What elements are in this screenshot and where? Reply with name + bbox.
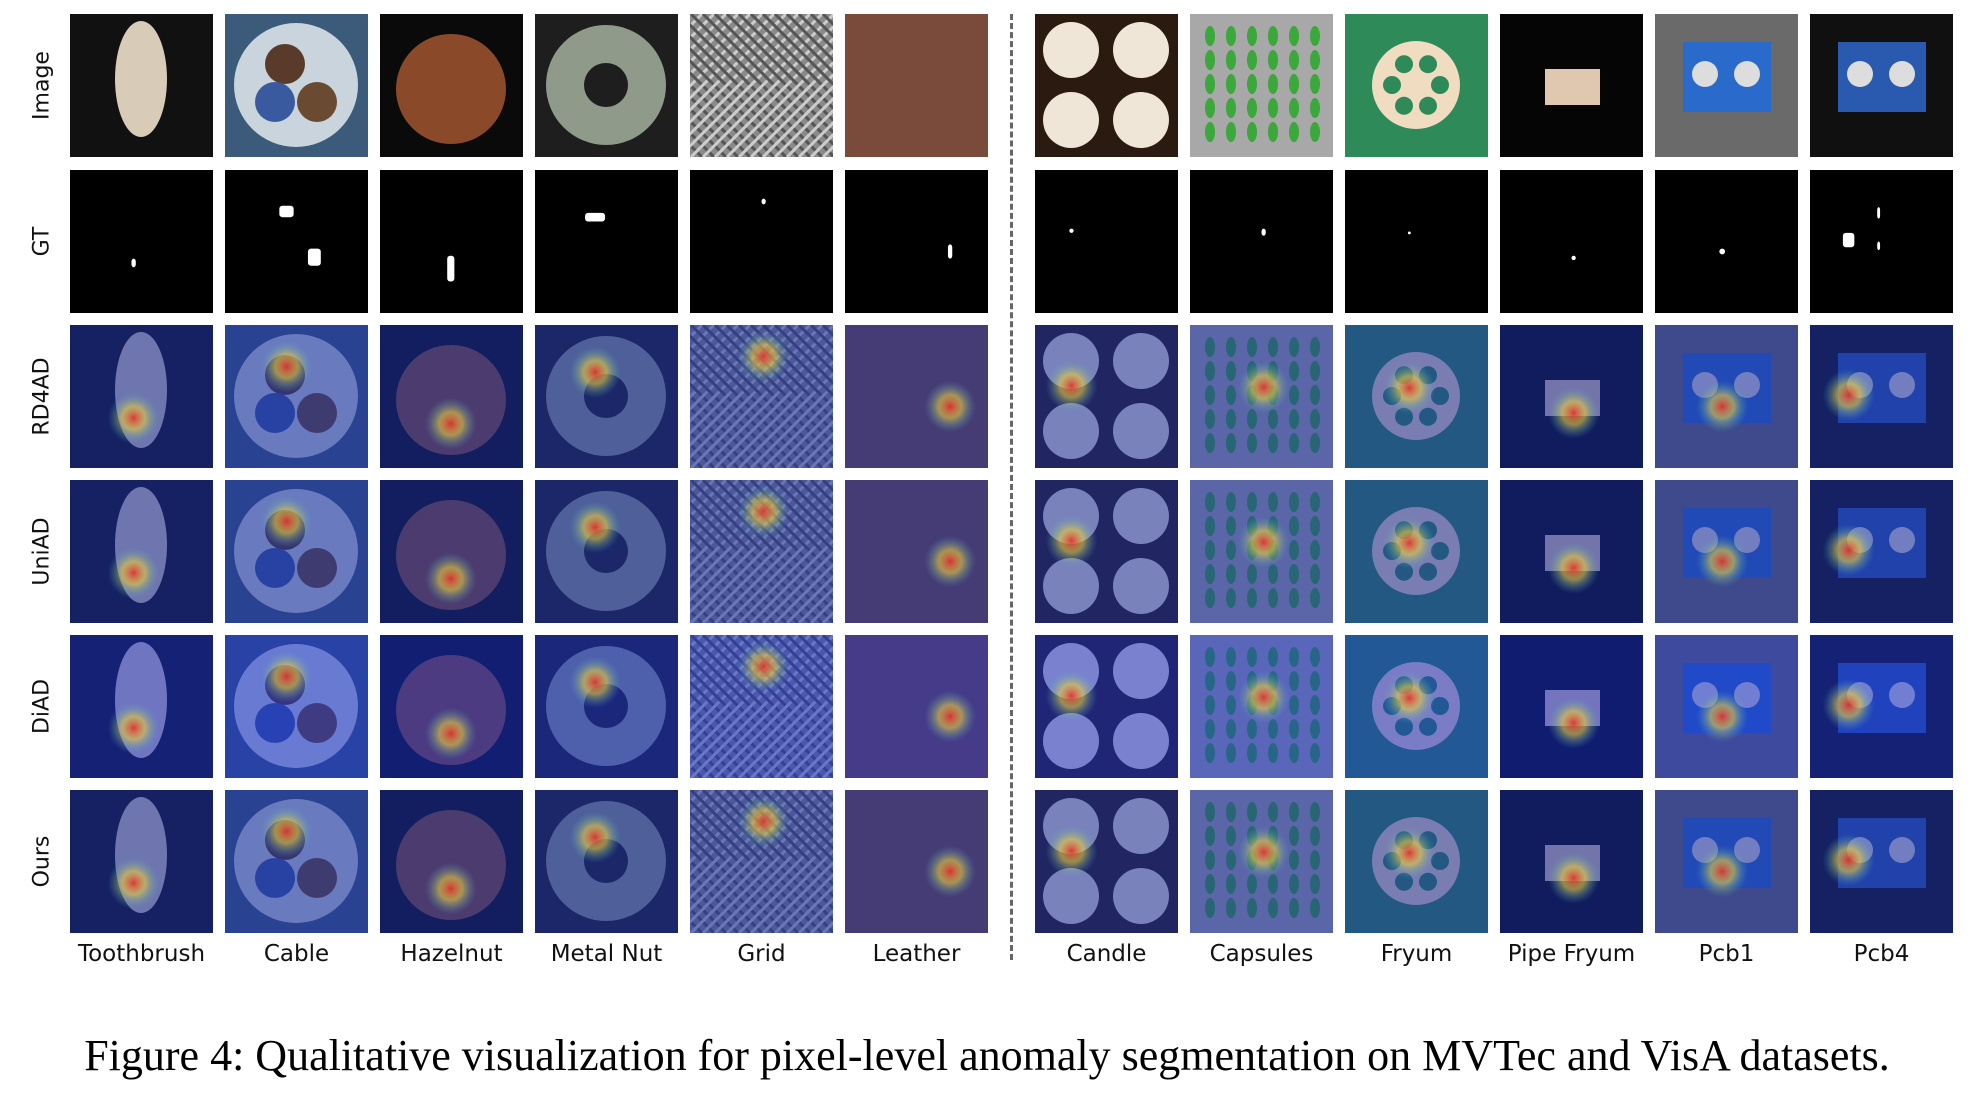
- column-label-hazelnut: Hazelnut: [400, 941, 503, 967]
- cell-ours-metal-nut: [535, 790, 678, 933]
- cell-rd4ad-toothbrush: [70, 325, 213, 468]
- cell-gt-hazelnut: [380, 170, 523, 313]
- cell-rd4ad-grid: [690, 325, 833, 468]
- cell-image-toothbrush: [70, 14, 213, 157]
- cell-uniad-pcb1: [1655, 480, 1798, 623]
- column-label-pcb1: Pcb1: [1698, 941, 1755, 967]
- cell-diad-hazelnut: [380, 635, 523, 778]
- column-label-fryum: Fryum: [1380, 941, 1453, 967]
- cell-rd4ad-hazelnut: [380, 325, 523, 468]
- cell-image-capsules: [1190, 14, 1333, 157]
- cell-rd4ad-fryum: [1345, 325, 1488, 468]
- row-label-ours: Ours: [29, 835, 55, 887]
- cell-ours-fryum: [1345, 790, 1488, 933]
- cell-rd4ad-capsules: [1190, 325, 1333, 468]
- column-label-capsules: Capsules: [1209, 941, 1314, 967]
- cell-ours-candle: [1035, 790, 1178, 933]
- cell-uniad-candle: [1035, 480, 1178, 623]
- cell-uniad-cable: [225, 480, 368, 623]
- cell-gt-candle: [1035, 170, 1178, 313]
- row-label-image: Image: [29, 50, 55, 120]
- cell-gt-fryum: [1345, 170, 1488, 313]
- cell-ours-leather: [845, 790, 988, 933]
- cell-image-candle: [1035, 14, 1178, 157]
- row-label-diad: DiAD: [29, 678, 55, 734]
- cell-gt-pcb4: [1810, 170, 1953, 313]
- cell-diad-pcb4: [1810, 635, 1953, 778]
- cell-ours-pcb4: [1810, 790, 1953, 933]
- column-label-toothbrush: Toothbrush: [77, 941, 206, 967]
- cell-ours-capsules: [1190, 790, 1333, 933]
- cell-image-grid: [690, 14, 833, 157]
- cell-uniad-leather: [845, 480, 988, 623]
- cell-ours-pcb1: [1655, 790, 1798, 933]
- cell-image-cable: [225, 14, 368, 157]
- cell-rd4ad-pcb1: [1655, 325, 1798, 468]
- cell-diad-grid: [690, 635, 833, 778]
- cell-ours-pipe-fryum: [1500, 790, 1643, 933]
- cell-uniad-grid: [690, 480, 833, 623]
- cell-image-fryum: [1345, 14, 1488, 157]
- cell-uniad-fryum: [1345, 480, 1488, 623]
- cell-ours-grid: [690, 790, 833, 933]
- cell-gt-metal-nut: [535, 170, 678, 313]
- column-label-grid: Grid: [737, 941, 786, 967]
- cell-image-pipe-fryum: [1500, 14, 1643, 157]
- cell-uniad-toothbrush: [70, 480, 213, 623]
- cell-uniad-metal-nut: [535, 480, 678, 623]
- cell-diad-pcb1: [1655, 635, 1798, 778]
- cell-rd4ad-pcb4: [1810, 325, 1953, 468]
- cell-diad-candle: [1035, 635, 1178, 778]
- cell-uniad-pcb4: [1810, 480, 1953, 623]
- cell-uniad-hazelnut: [380, 480, 523, 623]
- cell-image-pcb4: [1810, 14, 1953, 157]
- cell-ours-toothbrush: [70, 790, 213, 933]
- cell-diad-pipe-fryum: [1500, 635, 1643, 778]
- row-label-uniad: UniAD: [29, 516, 55, 586]
- cell-image-pcb1: [1655, 14, 1798, 157]
- row-label-gt: GT: [29, 226, 55, 256]
- column-label-metal-nut: Metal Nut: [550, 941, 663, 967]
- cell-rd4ad-metal-nut: [535, 325, 678, 468]
- cell-image-leather: [845, 14, 988, 157]
- figure-grid: Image GT RD4AD UniAD DiAD Ours Toothbrush Cable…: [29, 14, 1953, 967]
- cell-diad-capsules: [1190, 635, 1333, 778]
- cell-image-hazelnut: [380, 14, 523, 157]
- cell-gt-cable: [225, 170, 368, 313]
- row-label-rd4ad: RD4AD: [29, 356, 55, 436]
- cell-rd4ad-pipe-fryum: [1500, 325, 1643, 468]
- cell-ours-cable: [225, 790, 368, 933]
- cell-gt-pipe-fryum: [1500, 170, 1643, 313]
- column-label-cable: Cable: [263, 941, 330, 967]
- cell-rd4ad-leather: [845, 325, 988, 468]
- cell-uniad-pipe-fryum: [1500, 480, 1643, 623]
- cell-diad-toothbrush: [70, 635, 213, 778]
- cell-uniad-capsules: [1190, 480, 1333, 623]
- cell-gt-grid: [690, 170, 833, 313]
- cell-gt-capsules: [1190, 170, 1333, 313]
- cell-gt-toothbrush: [70, 170, 213, 313]
- column-label-candle: Candle: [1066, 941, 1147, 967]
- cell-gt-pcb1: [1655, 170, 1798, 313]
- cell-rd4ad-candle: [1035, 325, 1178, 468]
- cell-rd4ad-cable: [225, 325, 368, 468]
- column-label-pipe-fryum: Pipe Fryum: [1507, 941, 1636, 967]
- dataset-divider: [1010, 14, 1013, 960]
- cell-diad-fryum: [1345, 635, 1488, 778]
- cell-diad-leather: [845, 635, 988, 778]
- column-label-pcb4: Pcb4: [1853, 941, 1910, 967]
- cell-image-metal-nut: [535, 14, 678, 157]
- figure-caption: Figure 4: Qualitative visualization for …: [84, 1031, 1890, 1080]
- column-label-leather: Leather: [872, 941, 961, 967]
- cell-diad-cable: [225, 635, 368, 778]
- cell-gt-leather: [845, 170, 988, 313]
- cell-diad-metal-nut: [535, 635, 678, 778]
- cell-ours-hazelnut: [380, 790, 523, 933]
